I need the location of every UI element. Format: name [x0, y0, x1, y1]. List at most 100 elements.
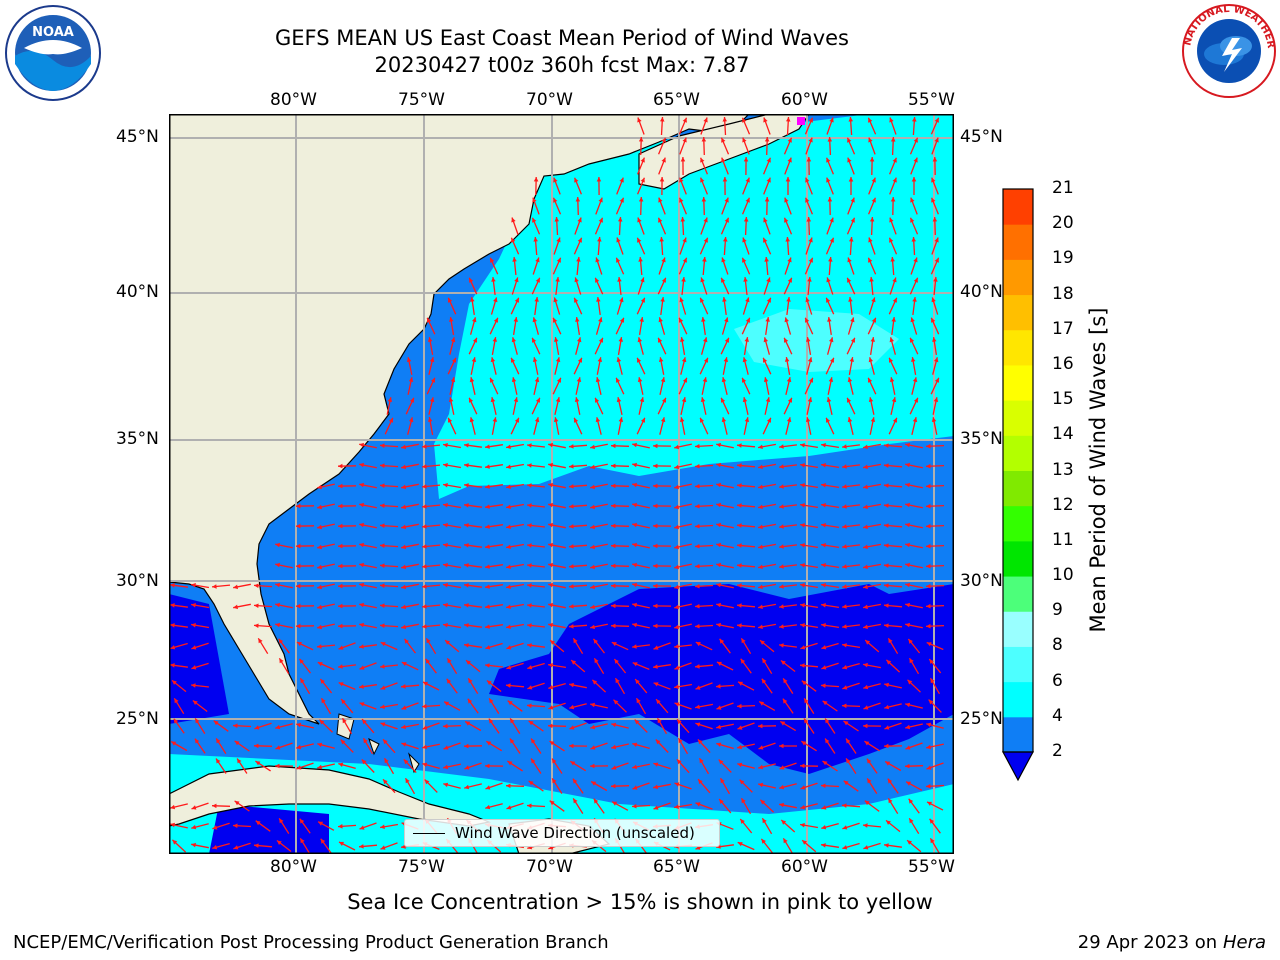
arrow-head: [639, 317, 644, 322]
arrow-head: [697, 739, 703, 745]
map-frame: [169, 114, 954, 854]
arrow-head: [721, 397, 726, 403]
arrow-head: [485, 785, 491, 790]
arrow-head: [737, 842, 743, 847]
arrow-head: [531, 758, 536, 764]
svg-text:NOAA: NOAA: [32, 25, 74, 40]
arrow-head: [422, 524, 427, 529]
arrow-head: [470, 297, 475, 302]
arrow-head: [406, 357, 412, 362]
arrow-head: [532, 357, 538, 362]
arrow-head: [532, 197, 537, 203]
lat-tick-right: 30°N: [960, 571, 1003, 591]
arrow-head: [863, 624, 868, 630]
arrow-head: [843, 780, 849, 786]
arrow-head: [275, 763, 280, 769]
arrow-head: [401, 662, 407, 667]
arrow-head: [596, 177, 602, 182]
arrow-head: [653, 805, 659, 810]
arrow-head: [716, 661, 722, 666]
arrow-head: [742, 137, 747, 143]
arrow-head: [848, 177, 854, 182]
arrow-head: [491, 277, 496, 282]
arrow-head: [889, 117, 894, 123]
arrow-head: [864, 741, 870, 746]
arrow-head: [590, 604, 595, 610]
footer-host: Hera: [1222, 932, 1266, 953]
arrow-head: [821, 463, 826, 468]
arrow-head: [299, 818, 305, 824]
arrow-head: [574, 177, 579, 183]
arrow-head: [422, 464, 427, 469]
arrow-head: [464, 743, 469, 749]
colorbar-band: [1003, 646, 1033, 683]
arrow-head: [679, 317, 684, 323]
arrow-head: [653, 463, 658, 469]
arrow-head: [653, 603, 658, 609]
arrow-head: [511, 377, 517, 382]
colorbar-band: [1003, 576, 1033, 612]
arrow-head: [807, 277, 812, 282]
arrow-head: [338, 664, 343, 669]
arrow-head: [296, 623, 301, 629]
arrow-head: [758, 444, 763, 449]
colorbar-tick-label: 14: [1052, 424, 1074, 445]
arrow-head: [170, 645, 176, 650]
arrow-head: [492, 417, 498, 422]
colorbar-tick-label: 2: [1052, 741, 1063, 761]
arrow-head: [722, 177, 728, 182]
wind-wave-direction-arrows: [170, 116, 945, 854]
arrow-head: [590, 724, 596, 730]
arrow-head: [401, 484, 406, 490]
arrow-head: [422, 444, 427, 449]
arrow-head: [191, 623, 196, 628]
arrow-head: [910, 217, 915, 223]
arrow-head: [171, 741, 177, 746]
arrow-head: [464, 623, 469, 628]
arrow-head: [827, 137, 833, 142]
arrow-head: [597, 237, 602, 242]
arrow-head: [764, 257, 769, 262]
colorbar-band: [1003, 681, 1033, 718]
arrow-head: [928, 699, 934, 705]
arrow-head: [443, 463, 448, 468]
arrow-head: [742, 257, 747, 263]
arrow-head: [380, 603, 385, 608]
arrow-head: [339, 841, 344, 846]
arrow-head: [555, 277, 560, 282]
arrow-head: [464, 523, 469, 528]
arrow-head: [527, 463, 532, 468]
arrow-head: [616, 357, 622, 363]
arrow-head: [821, 503, 826, 508]
arrow-head: [783, 838, 788, 844]
arrow-head: [871, 317, 876, 323]
arrow-head: [363, 738, 368, 744]
arrow-head: [821, 483, 826, 488]
arrow-head: [745, 197, 750, 203]
arrow-head: [464, 503, 469, 508]
arrow-head: [703, 117, 708, 123]
lon-tick-top: 70°W: [526, 90, 573, 110]
arrow-head: [843, 721, 849, 726]
arrow-head: [737, 603, 742, 608]
arrow-head: [870, 417, 876, 422]
arrow-head: [740, 658, 746, 664]
arrow-head: [511, 357, 516, 363]
arrow-head: [632, 462, 637, 468]
arrow-head: [616, 257, 621, 263]
arrow-head: [340, 739, 346, 745]
lon-tick-top: 60°W: [781, 90, 828, 110]
arrow-head: [595, 397, 600, 403]
arrow-head: [681, 397, 687, 403]
arrow-head: [659, 237, 664, 242]
lon-tick-bottom: 75°W: [398, 857, 445, 877]
arrow-head: [886, 820, 891, 825]
colorbar-frame: [1002, 188, 1034, 753]
arrow-head: [758, 723, 763, 729]
arrow-head: [828, 377, 834, 382]
arrow-head: [611, 523, 616, 529]
arrow-head: [926, 503, 931, 509]
arrow-head: [763, 217, 768, 223]
arrow-head: [506, 564, 511, 569]
arrow-head: [674, 604, 679, 610]
